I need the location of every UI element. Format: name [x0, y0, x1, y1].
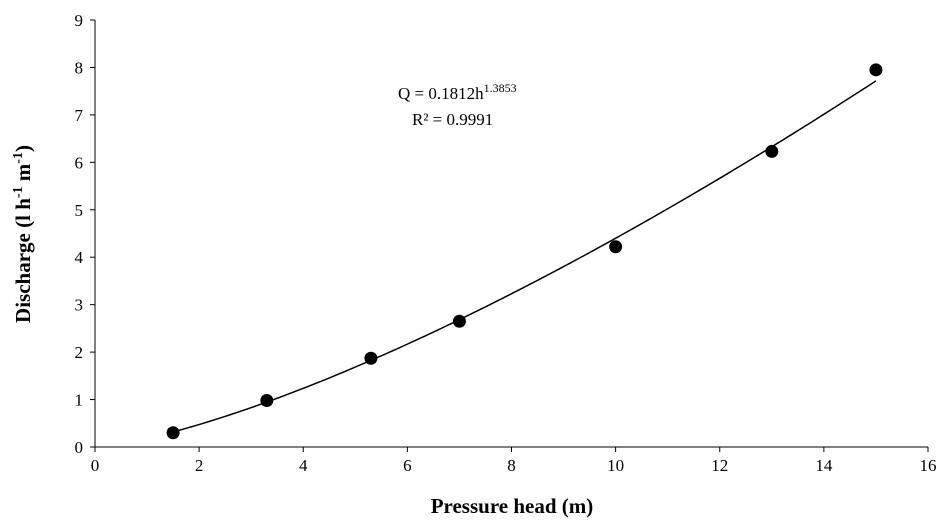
y-tick-label: 0	[75, 438, 84, 457]
trendline	[172, 80, 877, 433]
data-point	[869, 63, 883, 77]
x-tick-label: 14	[815, 456, 833, 475]
y-tick-label: 8	[75, 58, 84, 77]
equation-base: Q = 0.1812h	[398, 84, 484, 103]
r-squared-annotation: R² = 0.9991	[412, 110, 493, 129]
y-tick-label: 9	[75, 11, 84, 30]
data-point	[166, 426, 180, 440]
y-axis-title: Discharge (l h-1 m-1)	[11, 145, 35, 323]
y-tick-label: 5	[75, 201, 84, 220]
x-tick-label: 4	[299, 456, 308, 475]
x-tick-label: 16	[920, 456, 937, 475]
y-ticks: 0 1 2 3 4 5 6 7 8 9	[75, 11, 95, 457]
y-tick-label: 2	[75, 343, 84, 362]
y-axis-title-sup2: -1	[11, 152, 26, 164]
x-tick-label: 10	[607, 456, 624, 475]
data-point	[452, 314, 466, 328]
data-points	[166, 63, 883, 440]
y-tick-label: 3	[75, 296, 84, 315]
y-tick-label: 1	[75, 391, 84, 410]
x-tick-label: 8	[507, 456, 516, 475]
data-point	[765, 144, 779, 158]
y-tick-label: 4	[75, 248, 84, 267]
equation-annotation: Q = 0.1812h1.3853	[398, 81, 517, 103]
x-tick-label: 12	[711, 456, 728, 475]
y-tick-label: 7	[75, 106, 84, 125]
data-point	[364, 351, 378, 365]
data-point	[260, 394, 274, 408]
y-axis-title-main: Discharge (l h	[11, 198, 35, 323]
equation-exponent: 1.3853	[484, 81, 517, 95]
y-axis-title-mid: m	[11, 163, 35, 186]
x-tick-label: 2	[195, 456, 204, 475]
data-point	[609, 240, 623, 254]
x-tick-label: 6	[403, 456, 412, 475]
x-ticks: 0 2 4 6 8 10 12 14 16	[91, 447, 937, 475]
y-tick-label: 6	[75, 153, 84, 172]
x-tick-label: 0	[91, 456, 100, 475]
y-axis-title-end: )	[11, 145, 35, 152]
y-axis-title-sup1: -1	[11, 186, 26, 198]
x-axis-title: Pressure head (m)	[431, 494, 594, 518]
